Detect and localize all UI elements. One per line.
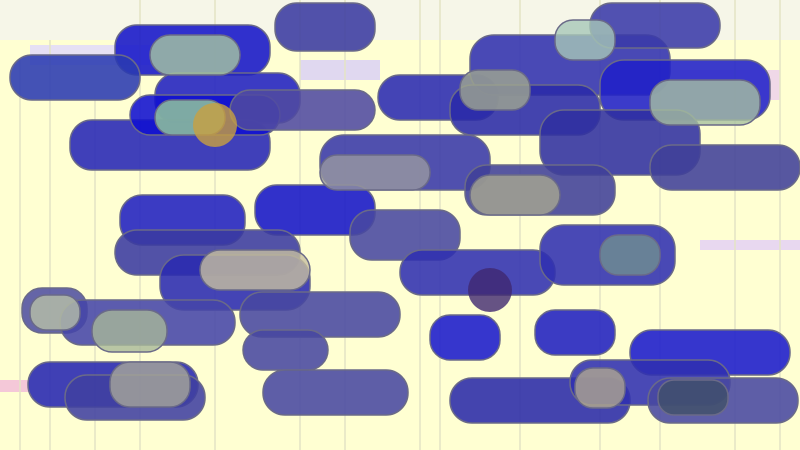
overlap xyxy=(319,154,431,191)
patch xyxy=(300,60,380,80)
overlap xyxy=(468,268,512,312)
overlap xyxy=(193,103,237,147)
overlap xyxy=(574,367,626,409)
overlap xyxy=(149,34,241,76)
overlap xyxy=(657,379,729,416)
pill xyxy=(242,329,329,371)
overlaps xyxy=(29,19,761,416)
overlap xyxy=(459,69,531,111)
overlap xyxy=(554,19,616,61)
patch xyxy=(0,380,30,392)
overlap xyxy=(649,79,761,126)
pill xyxy=(534,309,616,356)
pill xyxy=(229,89,376,131)
overlap xyxy=(29,294,81,331)
overlap xyxy=(599,234,661,276)
pill xyxy=(429,314,501,361)
pill xyxy=(274,2,376,52)
overlap xyxy=(91,309,168,353)
overlap xyxy=(469,174,561,216)
pill xyxy=(9,54,141,101)
pill xyxy=(262,369,409,416)
patch xyxy=(700,240,800,250)
overlap xyxy=(199,249,311,291)
overlap xyxy=(109,361,191,408)
pill xyxy=(649,144,800,191)
